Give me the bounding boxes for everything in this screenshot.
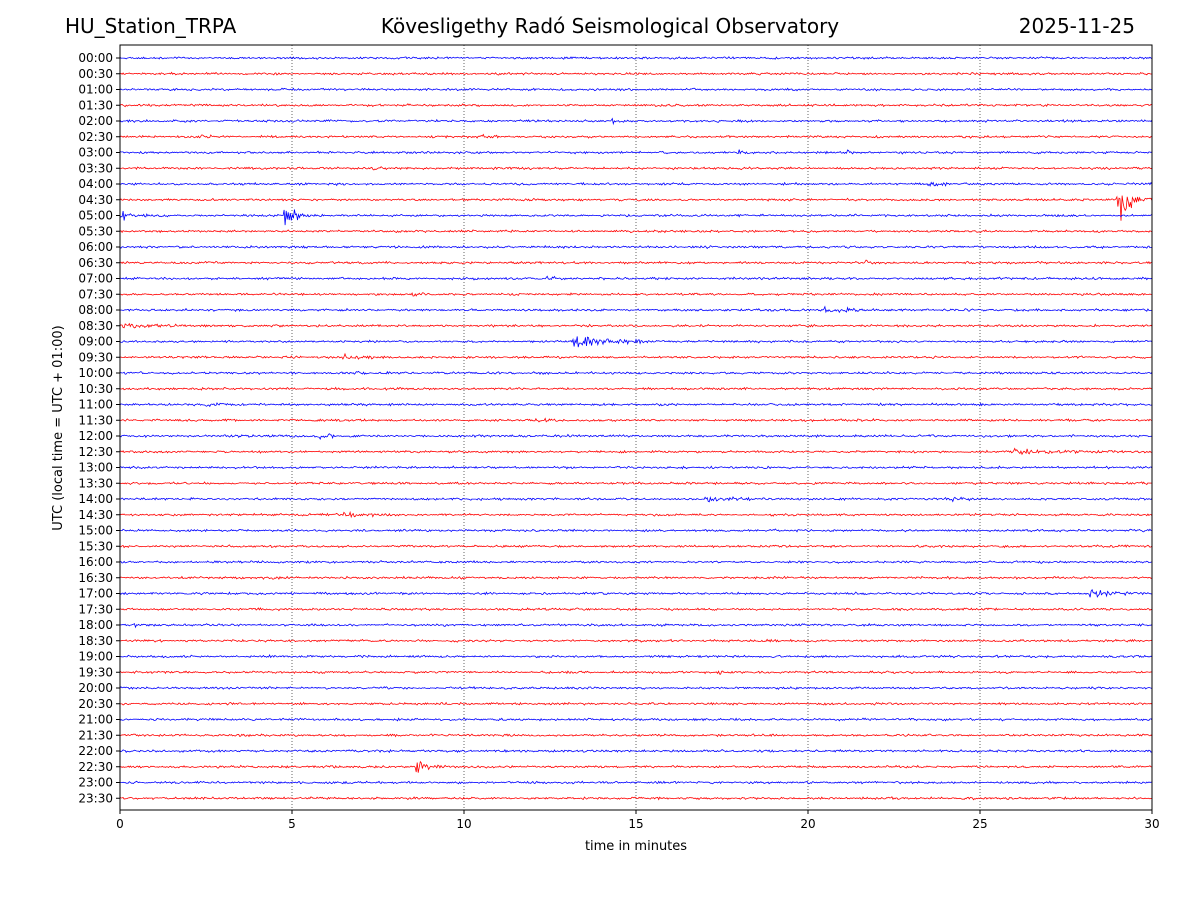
trace-1930 bbox=[120, 671, 1152, 674]
y-tick-label: 15:00 bbox=[78, 524, 113, 538]
y-tick-label: 00:30 bbox=[78, 67, 113, 81]
trace-0630 bbox=[120, 260, 1152, 264]
x-tick-label: 5 bbox=[288, 817, 296, 831]
y-tick-label: 21:30 bbox=[78, 728, 113, 742]
y-tick-label: 13:30 bbox=[78, 476, 113, 490]
x-axis-label: time in minutes bbox=[585, 839, 687, 854]
y-tick-label: 03:30 bbox=[78, 161, 113, 175]
y-tick-label: 09:00 bbox=[78, 335, 113, 349]
x-axis: 0 5 10 15 20 25 30 bbox=[116, 810, 1159, 831]
y-tick-label: 14:30 bbox=[78, 508, 113, 522]
y-tick-label: 00:00 bbox=[78, 51, 113, 65]
trace-1530 bbox=[120, 545, 1152, 548]
y-tick-label: 01:00 bbox=[78, 83, 113, 97]
trace-0030 bbox=[120, 72, 1152, 75]
trace-0100 bbox=[120, 88, 1152, 91]
y-tick-label: 10:30 bbox=[78, 382, 113, 396]
y-tick-label: 02:30 bbox=[78, 130, 113, 144]
traces bbox=[120, 57, 1152, 800]
y-tick-label: 21:00 bbox=[78, 713, 113, 727]
y-tick-label: 08:30 bbox=[78, 319, 113, 333]
y-tick-label: 16:00 bbox=[78, 555, 113, 569]
trace-1700 bbox=[120, 590, 1152, 598]
trace-0400 bbox=[120, 183, 1152, 186]
y-tick-label: 04:30 bbox=[78, 193, 113, 207]
y-tick-label: 05:00 bbox=[78, 209, 113, 223]
y-tick-label: 22:00 bbox=[78, 744, 113, 758]
x-tick-label: 0 bbox=[116, 817, 124, 831]
x-tick-label: 20 bbox=[800, 817, 815, 831]
y-tick-label: 01:30 bbox=[78, 98, 113, 112]
trace-1000 bbox=[120, 371, 1152, 374]
trace-2130 bbox=[120, 734, 1152, 737]
y-tick-label: 09:30 bbox=[78, 350, 113, 364]
trace-0330 bbox=[120, 167, 1152, 170]
y-tick-label: 20:30 bbox=[78, 697, 113, 711]
y-tick-label: 04:00 bbox=[78, 177, 113, 191]
y-axis-label: UTC (local time = UTC + 01:00) bbox=[51, 325, 66, 530]
y-tick-label: 20:00 bbox=[78, 681, 113, 695]
y-tick-label: 07:30 bbox=[78, 287, 113, 301]
y-tick-label: 16:30 bbox=[78, 571, 113, 585]
y-tick-label: 17:30 bbox=[78, 602, 113, 616]
y-tick-label: 07:00 bbox=[78, 272, 113, 286]
y-tick-label: 08:00 bbox=[78, 303, 113, 317]
trace-1330 bbox=[120, 482, 1152, 485]
y-tick-label: 03:00 bbox=[78, 146, 113, 160]
y-tick-label: 19:30 bbox=[78, 665, 113, 679]
grid-lines bbox=[292, 45, 980, 810]
trace-1130 bbox=[120, 418, 1152, 422]
y-tick-label: 19:00 bbox=[78, 650, 113, 664]
y-tick-label: 11:30 bbox=[78, 413, 113, 427]
x-tick-label: 10 bbox=[456, 817, 471, 831]
y-tick-label: 11:00 bbox=[78, 398, 113, 412]
y-tick-label: 18:30 bbox=[78, 634, 113, 648]
y-tick-label: 06:30 bbox=[78, 256, 113, 270]
trace-0800 bbox=[120, 307, 1152, 313]
y-tick-label: 13:00 bbox=[78, 461, 113, 475]
trace-2330 bbox=[120, 797, 1152, 800]
y-tick-label: 17:00 bbox=[78, 587, 113, 601]
y-tick-label: 02:00 bbox=[78, 114, 113, 128]
y-tick-label: 12:00 bbox=[78, 429, 113, 443]
x-tick-label: 25 bbox=[972, 817, 987, 831]
trace-0200 bbox=[120, 119, 1152, 124]
y-tick-label: 06:00 bbox=[78, 240, 113, 254]
y-tick-label: 22:30 bbox=[78, 760, 113, 774]
y-tick-label: 15:30 bbox=[78, 539, 113, 553]
trace-0530 bbox=[120, 230, 1152, 233]
y-tick-label: 23:30 bbox=[78, 791, 113, 805]
y-tick-label: 12:30 bbox=[78, 445, 113, 459]
seismogram-chart: 00:00 00:30 01:0001:30 02:00 02:30 03:0003:30… bbox=[0, 0, 1200, 900]
y-tick-label: 23:00 bbox=[78, 776, 113, 790]
y-tick-label: 14:00 bbox=[78, 492, 113, 506]
trace-0130 bbox=[120, 104, 1152, 107]
trace-1300 bbox=[120, 466, 1152, 469]
x-tick-label: 30 bbox=[1144, 817, 1159, 831]
x-tick-label: 15 bbox=[628, 817, 643, 831]
y-tick-label: 05:30 bbox=[78, 224, 113, 238]
y-tick-label: 18:00 bbox=[78, 618, 113, 632]
y-tick-label: 10:00 bbox=[78, 366, 113, 380]
